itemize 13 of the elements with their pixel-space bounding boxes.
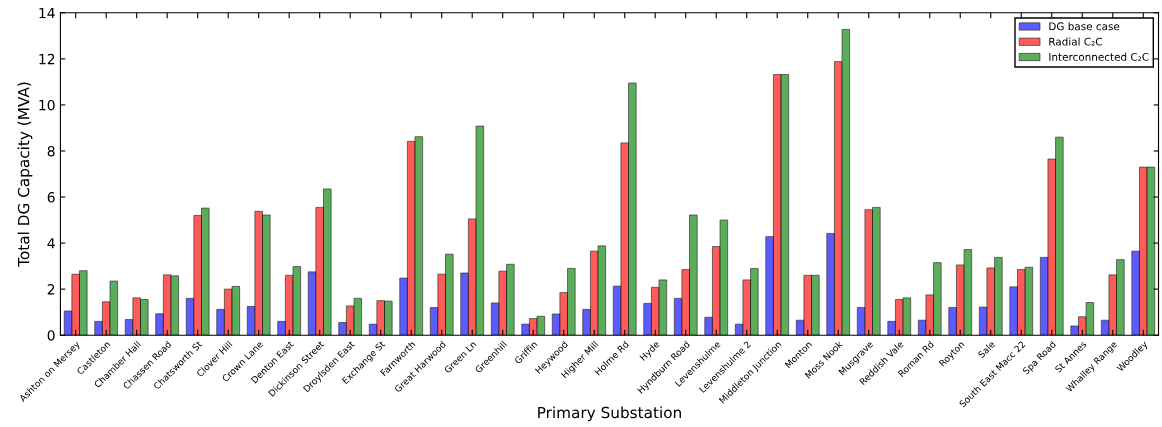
legend-label: Interconnected C₂C — [1049, 52, 1149, 61]
y-tick-label: 0 — [47, 330, 55, 341]
y-tick-label: 8 — [47, 145, 55, 157]
y-tick-label: 14 — [39, 7, 55, 19]
y-tick-label: 4 — [47, 238, 55, 249]
legend-label: Radial C₂C — [1049, 37, 1102, 46]
y-tick-label: 12 — [39, 53, 55, 65]
y-tick-label: 6 — [47, 192, 55, 203]
legend-label: DG base case — [1049, 22, 1120, 31]
y-tick-label: 10 — [39, 99, 55, 111]
y-axis-title: Total DG Capacity (MVA) — [17, 82, 33, 267]
x-axis-title: Primary Substation — [538, 406, 681, 422]
y-tick-label: 2 — [47, 284, 55, 295]
